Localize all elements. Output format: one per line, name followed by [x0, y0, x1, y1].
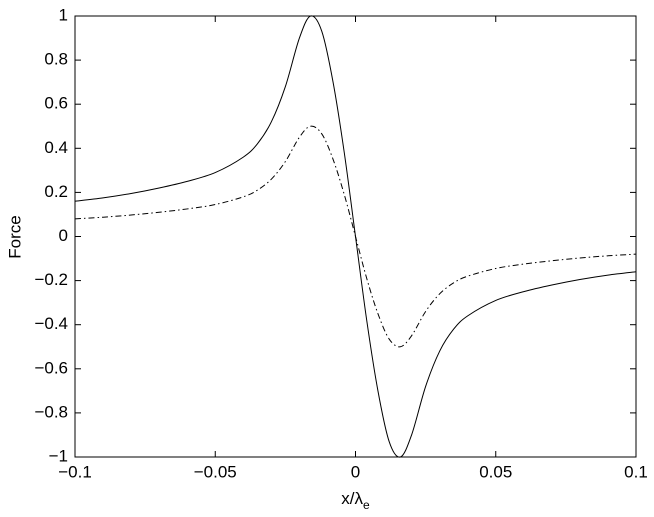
x-tick-label: 0: [351, 462, 360, 481]
y-tick-label: 0: [59, 226, 68, 245]
x-tick-label: 0.1: [624, 462, 648, 481]
x-label-sub: e: [363, 498, 370, 512]
y-tick-label: −0.2: [34, 270, 68, 289]
y-tick-label: −0.6: [34, 358, 68, 377]
y-tick-label: 0.4: [44, 138, 68, 157]
x-tick-label: −0.05: [194, 462, 237, 481]
x-axis-label: x/λe: [341, 489, 370, 512]
y-tick-label: 0.8: [44, 50, 68, 69]
series-line: [74, 125, 637, 348]
x-tick-label: 0.05: [479, 462, 512, 481]
y-tick-label: 1: [59, 5, 68, 24]
y-tick-label: −0.4: [34, 314, 68, 333]
x-tick-label: −0.1: [58, 462, 92, 481]
y-tick-label: 0.2: [44, 182, 68, 201]
y-tick-label: −1: [49, 446, 68, 465]
y-tick-label: 0.6: [44, 94, 68, 113]
x-label-main: x/λ: [341, 489, 363, 508]
y-tick-label: −0.8: [34, 402, 68, 421]
y-axis-label: Force: [5, 215, 24, 258]
